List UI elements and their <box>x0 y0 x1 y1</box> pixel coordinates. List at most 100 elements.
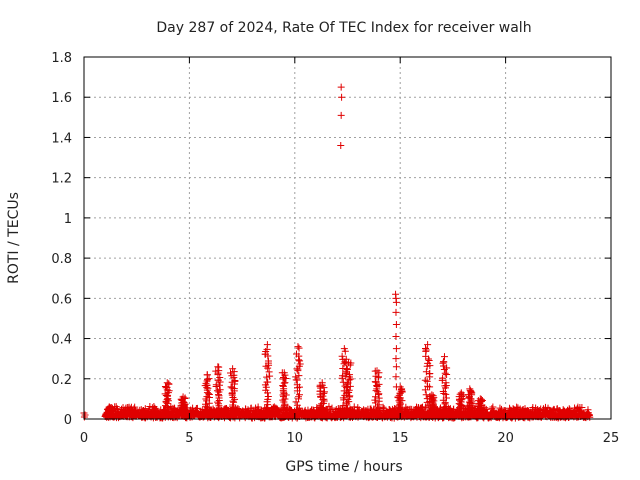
data-point <box>337 141 345 149</box>
data-point <box>421 376 429 384</box>
y-tick-label: 1.4 <box>51 131 72 146</box>
data-point <box>337 83 345 91</box>
data-point <box>392 383 400 391</box>
data-point <box>428 391 436 399</box>
x-tick-label: 0 <box>80 431 88 446</box>
y-tick-label: 0.2 <box>51 373 72 388</box>
data-point <box>227 369 235 377</box>
data-point <box>392 298 400 306</box>
data-point <box>476 395 484 403</box>
data-point <box>429 392 437 400</box>
data-points <box>80 83 594 422</box>
grid-lines <box>84 57 611 419</box>
data-point <box>343 380 351 388</box>
data-point <box>163 379 171 387</box>
data-point <box>394 393 402 401</box>
data-point <box>338 93 346 101</box>
data-point <box>450 405 458 413</box>
data-point <box>293 350 301 358</box>
data-point <box>340 345 348 353</box>
data-point <box>392 363 400 371</box>
data-point <box>392 345 400 353</box>
data-point <box>372 387 380 395</box>
data-point <box>216 386 224 394</box>
data-point <box>586 413 594 421</box>
y-tick-label: 1.2 <box>51 172 72 187</box>
y-tick-label: 0.4 <box>51 333 72 348</box>
data-point <box>496 404 504 412</box>
data-point <box>477 395 485 403</box>
data-point <box>321 388 329 396</box>
data-point <box>392 308 400 316</box>
data-point <box>439 374 447 382</box>
data-point <box>215 381 223 389</box>
data-point <box>342 365 350 373</box>
data-point <box>278 409 286 417</box>
data-point <box>161 390 169 398</box>
y-tick-label: 0.6 <box>51 292 72 307</box>
data-point <box>372 372 380 380</box>
plot-frame <box>83 56 612 420</box>
data-point <box>263 341 271 349</box>
data-point <box>216 373 224 381</box>
data-point <box>214 400 222 408</box>
data-point <box>339 378 347 386</box>
x-tick-label: 5 <box>185 431 193 446</box>
data-point <box>230 368 238 376</box>
data-point <box>371 378 379 386</box>
y-axis-label: ROTI / TECUs <box>6 192 22 284</box>
data-point <box>282 374 290 382</box>
y-tick-label: 1.8 <box>51 51 72 66</box>
data-point <box>426 392 434 400</box>
data-point <box>489 403 497 411</box>
x-tick-label: 20 <box>497 431 514 446</box>
data-point <box>346 371 354 379</box>
data-point <box>340 360 348 368</box>
data-point <box>264 357 272 365</box>
data-point <box>279 405 287 413</box>
data-point <box>296 360 304 368</box>
data-point <box>440 403 448 411</box>
data-point <box>578 404 586 412</box>
data-point <box>295 344 303 352</box>
data-point <box>443 370 451 378</box>
data-point <box>373 367 381 375</box>
chart-title: Day 287 of 2024, Rate Of TEC Index for r… <box>156 20 531 36</box>
data-point <box>343 366 351 374</box>
data-point <box>392 373 400 381</box>
data-point <box>339 372 347 380</box>
data-point <box>281 379 289 387</box>
data-point <box>165 380 173 388</box>
data-point <box>203 404 211 412</box>
data-point <box>214 363 222 371</box>
data-point <box>421 386 429 394</box>
y-tick-label: 0 <box>64 413 72 428</box>
data-point <box>214 398 222 406</box>
x-axis-label: GPS time / hours <box>285 459 402 475</box>
y-tick-label: 1.6 <box>51 91 72 106</box>
data-point <box>456 390 464 398</box>
data-point <box>344 379 352 387</box>
data-point <box>151 404 159 412</box>
data-point <box>442 379 450 387</box>
data-point <box>441 369 449 377</box>
data-point <box>296 357 304 365</box>
x-tick-label: 25 <box>603 431 620 446</box>
data-point <box>295 372 303 380</box>
data-point <box>229 365 237 373</box>
data-point <box>466 399 474 407</box>
y-tick-label: 0.8 <box>51 252 72 267</box>
data-point <box>422 344 430 352</box>
data-point <box>279 382 287 390</box>
data-point <box>425 356 433 364</box>
data-point <box>263 407 271 415</box>
axis-ticks: 0 5 10 15 20 25 0 0.2 0.4 0.6 0.8 1 1.2 1.4 1.6 1.8 <box>51 51 619 446</box>
data-point <box>338 352 346 360</box>
data-point <box>345 386 353 394</box>
data-point <box>396 400 404 408</box>
data-point <box>328 404 336 412</box>
data-point <box>230 398 238 406</box>
data-point <box>179 393 187 401</box>
data-point <box>231 376 239 384</box>
data-point <box>263 373 271 381</box>
